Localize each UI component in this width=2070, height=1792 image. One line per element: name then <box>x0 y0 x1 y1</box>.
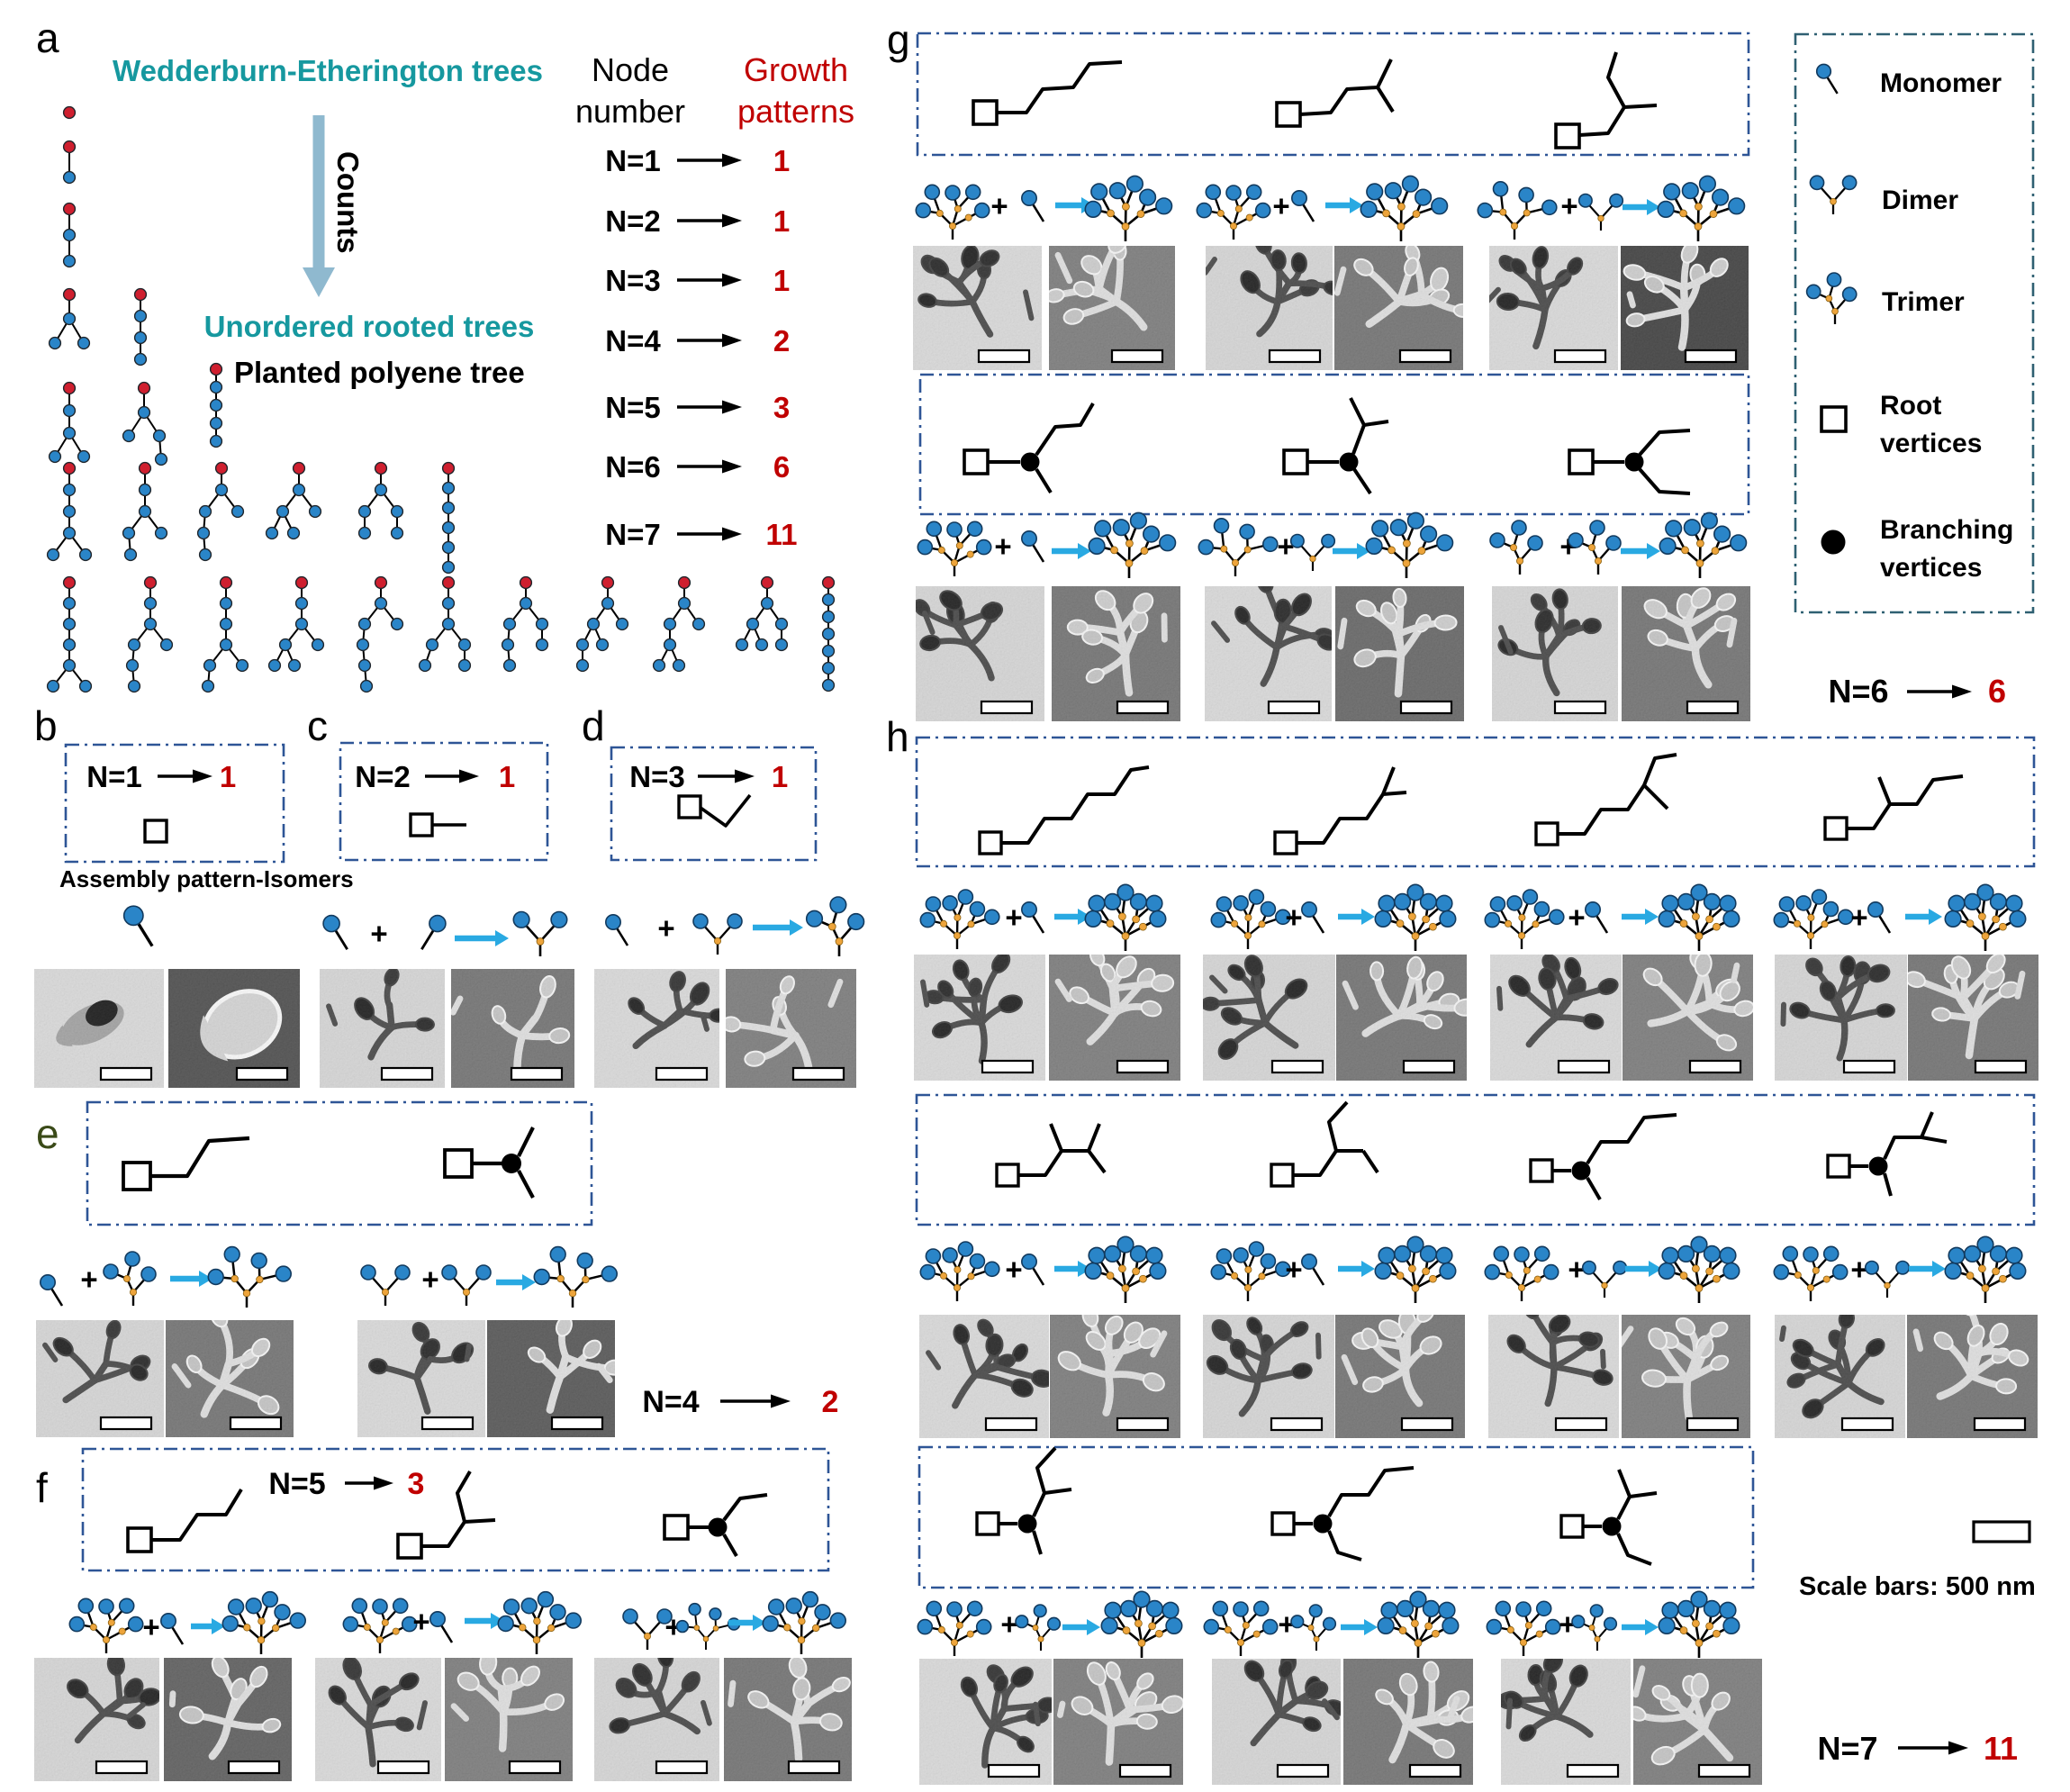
svg-text:1: 1 <box>773 204 790 238</box>
svg-text:11: 11 <box>1984 1730 2018 1767</box>
svg-text:+: + <box>1568 901 1585 934</box>
svg-text:Monomer: Monomer <box>1880 68 2002 98</box>
svg-text:vertices: vertices <box>1880 429 1982 458</box>
svg-text:+: + <box>657 911 674 945</box>
svg-text:Branching: Branching <box>1880 515 2013 545</box>
svg-text:Scale bars: 500 nm: Scale bars: 500 nm <box>1799 1572 2036 1601</box>
svg-text:N=7: N=7 <box>1817 1730 1877 1767</box>
svg-text:Growth: Growth <box>744 51 848 88</box>
svg-text:+: + <box>1285 1253 1302 1286</box>
svg-text:+: + <box>80 1263 97 1296</box>
svg-text:N=3: N=3 <box>629 760 684 793</box>
svg-text:+: + <box>990 189 1008 222</box>
svg-text:+: + <box>1005 901 1022 934</box>
svg-text:Dimer: Dimer <box>1882 186 1958 215</box>
svg-text:Counts: Counts <box>331 151 365 254</box>
svg-text:+: + <box>1005 1253 1022 1286</box>
svg-text:2: 2 <box>822 1385 839 1419</box>
svg-text:Planted polyene tree: Planted polyene tree <box>234 356 525 389</box>
svg-text:6: 6 <box>1988 673 2006 710</box>
svg-text:c: c <box>307 702 328 749</box>
svg-text:f: f <box>36 1464 48 1511</box>
svg-text:number: number <box>575 93 685 130</box>
svg-text:N=6: N=6 <box>605 450 660 484</box>
svg-text:+: + <box>1285 901 1302 934</box>
svg-text:+: + <box>370 917 387 950</box>
svg-text:N=4: N=4 <box>642 1385 699 1419</box>
svg-text:+: + <box>412 1605 429 1638</box>
svg-text:N=7: N=7 <box>605 518 660 551</box>
svg-text:3: 3 <box>773 391 790 424</box>
svg-text:+: + <box>1850 901 1867 934</box>
svg-text:1: 1 <box>773 144 790 177</box>
svg-text:3: 3 <box>408 1467 425 1501</box>
svg-text:h: h <box>886 713 909 760</box>
svg-text:g: g <box>887 16 910 63</box>
svg-text:N=1: N=1 <box>86 760 141 793</box>
svg-text:N=3: N=3 <box>605 264 660 297</box>
svg-text:6: 6 <box>773 450 790 484</box>
svg-text:2: 2 <box>773 324 790 357</box>
svg-text:N=1: N=1 <box>605 144 660 177</box>
svg-text:N=5: N=5 <box>605 391 660 424</box>
svg-text:11: 11 <box>766 518 798 551</box>
svg-text:Assembly pattern-Isomers: Assembly pattern-Isomers <box>59 865 354 892</box>
svg-text:N=2: N=2 <box>355 760 410 793</box>
svg-text:e: e <box>36 1110 59 1157</box>
svg-text:b: b <box>34 702 58 749</box>
svg-text:+: + <box>1560 189 1577 222</box>
svg-text:Unordered rooted trees: Unordered rooted trees <box>204 310 535 343</box>
svg-text:+: + <box>142 1610 159 1643</box>
svg-text:1: 1 <box>772 760 788 793</box>
svg-text:Trimer: Trimer <box>1882 287 1965 317</box>
svg-text:N=5: N=5 <box>268 1467 325 1501</box>
svg-text:+: + <box>1277 529 1294 563</box>
svg-text:Wedderburn-Etherington trees: Wedderburn-Etherington trees <box>113 54 543 87</box>
svg-text:d: d <box>582 702 605 749</box>
svg-text:Node: Node <box>592 51 669 88</box>
svg-text:1: 1 <box>773 264 790 297</box>
svg-text:1: 1 <box>220 760 236 793</box>
svg-text:patterns: patterns <box>737 93 854 130</box>
svg-text:+: + <box>1272 189 1289 222</box>
svg-text:+: + <box>994 529 1011 563</box>
svg-text:Root: Root <box>1880 391 1941 421</box>
svg-text:N=6: N=6 <box>1828 673 1888 710</box>
svg-text:N=2: N=2 <box>605 204 660 238</box>
svg-text:a: a <box>36 14 59 61</box>
svg-text:N=4: N=4 <box>605 324 661 357</box>
svg-text:1: 1 <box>499 760 515 793</box>
svg-text:vertices: vertices <box>1880 553 1982 583</box>
svg-text:+: + <box>421 1263 438 1296</box>
